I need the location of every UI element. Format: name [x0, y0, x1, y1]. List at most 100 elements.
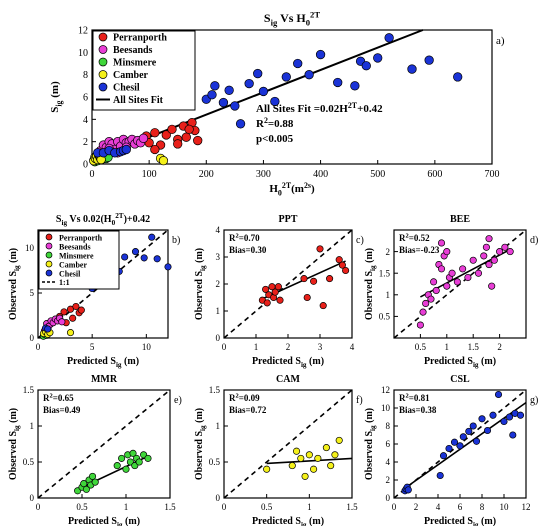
point-perranporth [303, 293, 311, 302]
legend-box [92, 30, 196, 111]
point-chesil [453, 72, 463, 82]
point-chesil [373, 53, 383, 63]
legend-marker [98, 45, 108, 54]
one-to-one-line [37, 389, 171, 499]
panel-title: CSL [450, 374, 470, 385]
legend-box [38, 230, 120, 290]
point-chesil [258, 86, 269, 97]
point-beesands [480, 252, 488, 260]
point-chesil [465, 427, 473, 435]
stat-annotation: p<0.005 [256, 133, 294, 145]
panel-label: c) [356, 235, 364, 246]
point-minsmere [113, 462, 121, 470]
point-chesil [509, 431, 517, 439]
point-chesil [121, 144, 131, 155]
point-chesil [436, 471, 444, 480]
point-perranporth [316, 245, 324, 253]
x-tick-label: 8 [480, 502, 485, 512]
point-beesands [448, 269, 456, 277]
point-minsmere [122, 465, 130, 473]
point-chesil [293, 58, 303, 69]
regression-line [266, 457, 353, 465]
y-tick-label: 1.5 [23, 385, 35, 395]
point-beesands [485, 261, 493, 269]
point-beesands [488, 282, 496, 290]
legend-marker [98, 32, 108, 42]
plot-frame [223, 389, 353, 499]
panel-label: f) [356, 395, 363, 406]
x-tick-label: 3 [318, 342, 323, 352]
point-chesil [407, 64, 417, 74]
point-chesil [140, 254, 148, 262]
legend-label: Perranporth [59, 234, 103, 243]
point-chesil [315, 49, 326, 60]
legend-label: Minsmere [59, 252, 94, 261]
point-chesil [270, 96, 280, 107]
point-minsmere [82, 485, 90, 493]
legend-marker [45, 260, 53, 268]
x-tick-label: 1.5 [346, 502, 358, 512]
one-to-one-line [223, 389, 353, 499]
point-perranporth [69, 314, 77, 322]
point-perranporth [167, 124, 177, 135]
panel-d: 0.5 1 1.5 2 0.5 1 1.5 2 BEE d) Predicted Sig​ (m) O… [364, 214, 538, 369]
point-beesands [443, 282, 451, 290]
x-tick-label: 400 [313, 169, 328, 180]
point-perranporth [184, 124, 194, 135]
y-tick-label: 0 [30, 493, 35, 503]
y-tick-label: 2 [386, 247, 391, 257]
x-tick-label: 1.5 [164, 502, 176, 512]
legend-marker [98, 57, 108, 67]
panel-label: a) [496, 35, 505, 47]
y-axis-label: Observed Sig​ (m) [364, 408, 377, 480]
point-chesil [218, 97, 229, 108]
stat-annotation: R2​=0.70 [229, 233, 260, 243]
y-tick-label: 0 [83, 160, 88, 171]
point-beesands [422, 299, 430, 307]
stat-annotation: R2​=0.88 [256, 116, 294, 130]
legend-label: Beesands [113, 45, 153, 56]
x-tick-label: 5 [90, 342, 95, 352]
point-camber [322, 444, 330, 452]
point-perranporth [274, 283, 282, 291]
y-tick-label: 6 [386, 439, 391, 449]
point-chesil [350, 81, 360, 91]
x-axis-label: Predicted Sig​ (m) [68, 516, 140, 526]
point-perranporth [326, 275, 334, 283]
point-perranporth [193, 135, 203, 146]
x-tick-label: 2 [286, 342, 291, 352]
legend-label: All Sites Fit [113, 95, 164, 106]
y-tick-label: 1 [216, 421, 221, 431]
panel-title: Sig​ Vs 0.02(H0​2T​)+0.42 [56, 212, 150, 227]
point-beesands [427, 295, 435, 303]
point-camber [301, 472, 309, 480]
x-tick-label: 10 [142, 342, 152, 352]
point-chesil [489, 411, 497, 419]
y-tick-label: 5 [30, 288, 35, 298]
point-beesands [443, 248, 451, 256]
y-tick-label: 8 [386, 421, 391, 431]
y-axis-label: Observed Sig​ (m) [364, 248, 377, 320]
point-chesil [494, 390, 503, 399]
legend-label: Camber [113, 70, 149, 81]
panel-e: 0 0.5 1 1.5 0 0.5 1 1.5 MMR e) Predicted Sig​ (m) O… [8, 374, 182, 526]
point-chesil [456, 442, 464, 450]
point-camber [158, 155, 169, 166]
plot-frame [37, 229, 169, 339]
y-axis-label: Observed Sig​ (m) [194, 408, 207, 480]
x-tick-label: 1 [124, 502, 129, 512]
stat-annotation: R2​=0.81 [399, 393, 430, 403]
y-tick-label: 8 [83, 70, 88, 81]
point-chesil [424, 55, 434, 65]
point-chesil [450, 438, 459, 446]
plot-frame [393, 229, 527, 339]
point-minsmere [80, 480, 88, 488]
point-chesil [439, 452, 448, 460]
x-tick-label: 600 [427, 169, 442, 180]
point-camber [335, 436, 343, 444]
y-tick-label: 0 [30, 333, 35, 343]
point-beesands [485, 235, 493, 243]
stat-annotation: Bias=0.72 [229, 405, 267, 415]
panel-a: 0 100 200 300 400 500 600 700 0 2 4 6 8 10 12 Sig​ Vs H… [49, 9, 505, 197]
